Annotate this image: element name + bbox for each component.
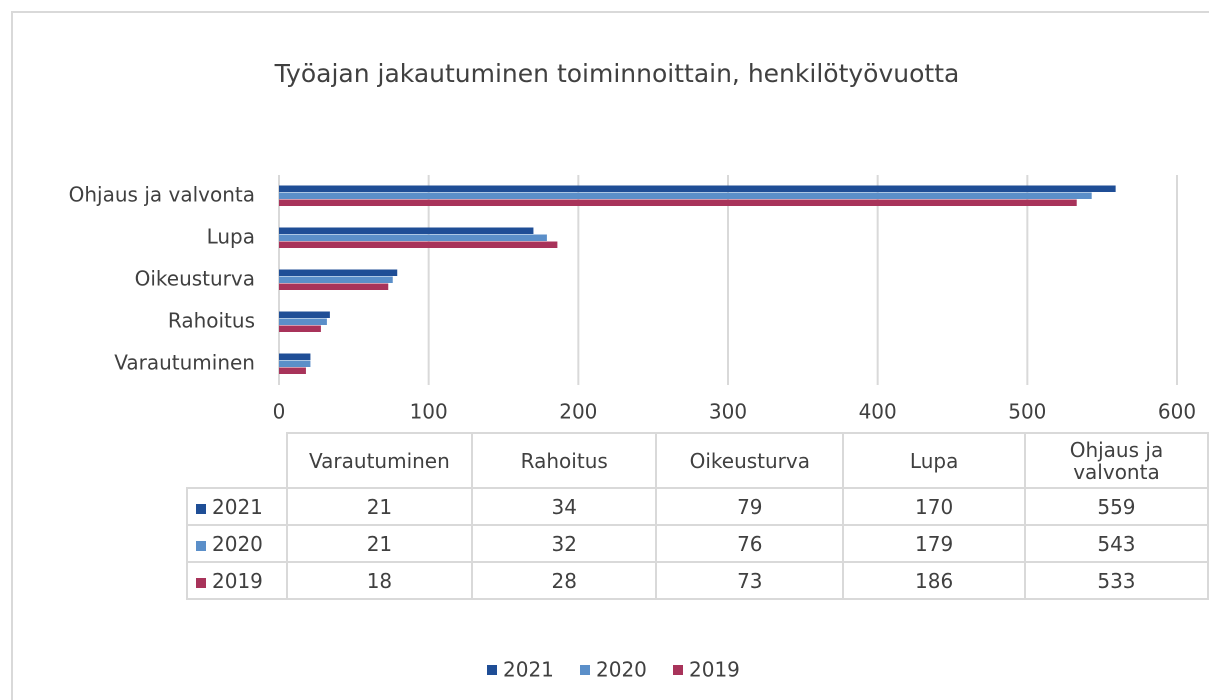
bar xyxy=(279,199,1077,206)
legend-swatch xyxy=(487,665,497,675)
table-header-cell: Oikeusturva xyxy=(655,432,845,489)
table-cell: 186 xyxy=(842,561,1026,600)
table-cell: 79 xyxy=(655,487,845,526)
table-cell: 18 xyxy=(285,561,474,600)
table-cell: 179 xyxy=(842,524,1026,563)
bar xyxy=(279,227,534,234)
table-header-cell: Rahoitus xyxy=(471,432,658,489)
bar xyxy=(279,311,330,318)
bar xyxy=(279,353,311,360)
chart-border xyxy=(11,11,1209,700)
table-series-cell: 2021 xyxy=(186,487,288,526)
table-cell: 170 xyxy=(842,487,1026,526)
y-tick-label: Rahoitus xyxy=(168,309,255,333)
table-row: 2019 18 28 73 186 533 xyxy=(186,561,1209,600)
data-table: Varautuminen Rahoitus Oikeusturva Lupa Ohjau… xyxy=(186,432,1209,600)
x-tick-label: 400 xyxy=(859,400,897,424)
table-cell: 21 xyxy=(285,524,474,563)
table-row: 2020 21 32 76 179 543 xyxy=(186,524,1209,563)
y-tick-label: Ohjaus ja valvonta xyxy=(69,183,255,207)
x-tick-label: 100 xyxy=(410,400,448,424)
table-cell: 28 xyxy=(471,561,658,600)
table-cell: 32 xyxy=(471,524,658,563)
legend-swatch xyxy=(673,665,683,675)
bar xyxy=(279,360,311,367)
table-cell: 559 xyxy=(1023,487,1209,526)
table-header-cell: Lupa xyxy=(842,432,1026,489)
bar xyxy=(279,192,1092,199)
x-tick-label: 300 xyxy=(709,400,747,424)
table-series-cell: 2019 xyxy=(186,561,288,600)
y-tick-label: Varautuminen xyxy=(114,351,255,375)
bar xyxy=(279,185,1116,192)
table-cell: 76 xyxy=(655,524,845,563)
chart-title: Työajan jakautuminen toiminnoittain, hen… xyxy=(274,59,960,88)
series-swatch xyxy=(196,503,206,514)
series-name: 2020 xyxy=(212,531,263,556)
table-header-cell: Varautuminen xyxy=(285,432,474,489)
table-header-row: Varautuminen Rahoitus Oikeusturva Lupa Ohjau… xyxy=(187,432,1209,489)
table-series-cell: 2020 xyxy=(186,524,288,563)
bar xyxy=(279,276,393,283)
table-cell: 73 xyxy=(655,561,845,600)
series-name: 2021 xyxy=(212,494,263,519)
bar xyxy=(279,269,398,276)
bar xyxy=(279,241,558,248)
bar xyxy=(279,325,321,332)
table-header-cell: Ohjaus ja valvonta xyxy=(1023,432,1209,489)
legend-label: 2021 xyxy=(503,658,554,682)
x-tick-label: 200 xyxy=(559,400,597,424)
x-tick-label: 600 xyxy=(1158,400,1196,424)
y-tick-label: Oikeusturva xyxy=(135,267,255,291)
bar xyxy=(279,367,306,374)
bar xyxy=(279,234,547,241)
series-swatch xyxy=(196,577,206,588)
table-cell: 34 xyxy=(471,487,658,526)
series-name: 2019 xyxy=(212,568,263,593)
legend-label: 2019 xyxy=(689,658,740,682)
table-cell: 533 xyxy=(1023,561,1209,600)
table-cell: 21 xyxy=(285,487,474,526)
x-tick-label: 0 xyxy=(273,400,286,424)
x-tick-label: 500 xyxy=(1008,400,1046,424)
legend-label: 2020 xyxy=(596,658,647,682)
y-tick-label: Lupa xyxy=(207,225,255,249)
series-swatch xyxy=(196,540,206,551)
table-row: 2021 21 34 79 170 559 xyxy=(186,487,1209,526)
bar xyxy=(279,283,389,290)
table-cell: 543 xyxy=(1023,524,1209,563)
legend-swatch xyxy=(580,665,590,675)
bar xyxy=(279,318,327,325)
table-corner xyxy=(187,433,287,488)
